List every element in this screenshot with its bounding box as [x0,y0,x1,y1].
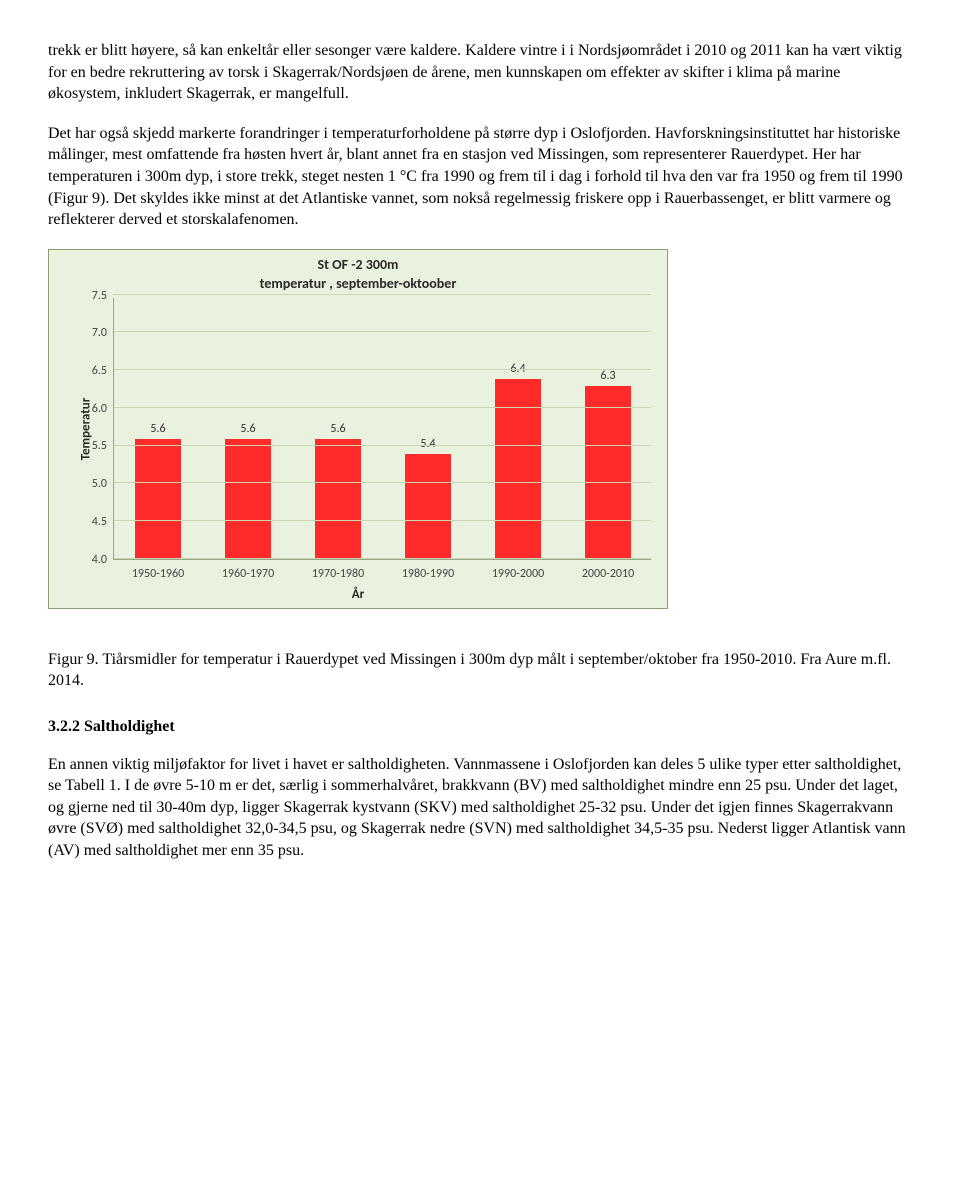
x-axis-line [113,559,651,560]
y-tick: 6.0 [92,401,113,417]
y-tick: 6.5 [92,363,113,379]
paragraph-2: Det har også skjedd markerte forandringe… [48,123,912,231]
bar-value-label: 5.6 [330,421,345,437]
y-tick: 7.0 [92,325,113,341]
grid-line [113,407,651,409]
x-tick: 1950-1960 [132,566,184,582]
y-tick: 7.5 [92,288,113,304]
bar: 5.6 [315,439,362,560]
chart-title-line1: St OF -2 300m [318,256,399,273]
figure-9: St OF -2 300m temperatur , september-okt… [48,249,912,609]
grid-line [113,331,651,333]
y-axis-line [113,298,114,560]
bar-chart: St OF -2 300m temperatur , september-okt… [48,249,668,609]
x-axis-label: År [49,586,667,604]
grid-line [113,482,651,484]
paragraph-1: trekk er blitt høyere, så kan enkeltår e… [48,40,912,105]
y-tick: 5.0 [92,476,113,492]
bar: 6.4 [495,379,542,560]
x-tick: 1970-1980 [312,566,364,582]
grid-line [113,294,651,296]
grid-line [113,520,651,522]
bar: 6.3 [585,386,632,559]
x-tick: 2000-2010 [582,566,634,582]
y-tick: 5.5 [92,439,113,455]
bar-value-label: 5.6 [150,421,165,437]
x-tick: 1990-2000 [492,566,544,582]
bar: 5.6 [225,439,272,560]
y-tick: 4.0 [92,552,113,568]
y-tick: 4.5 [92,514,113,530]
paragraph-3: En annen viktig miljøfaktor for livet i … [48,754,912,862]
figure-caption: Figur 9. Tiårsmidler for temperatur i Ra… [48,649,912,692]
grid-line [113,445,651,447]
grid-line [113,369,651,371]
chart-title: St OF -2 300m temperatur , september-okt… [49,256,667,294]
x-tick: 1980-1990 [402,566,454,582]
bar-value-label: 5.6 [240,421,255,437]
bar: 5.6 [135,439,182,560]
x-tick: 1960-1970 [222,566,274,582]
chart-title-line2: temperatur , september-oktoober [49,275,667,294]
bar: 5.4 [405,454,452,560]
section-heading: 3.2.2 Saltholdighet [48,716,912,738]
plot-area: 5.65.65.65.46.46.3 4.04.55.05.56.06.57.0… [113,298,651,560]
